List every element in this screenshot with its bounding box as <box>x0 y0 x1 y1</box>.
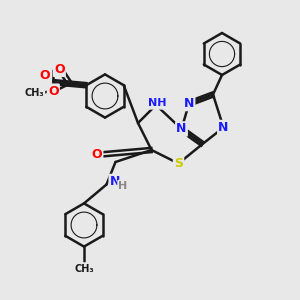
Text: N: N <box>110 175 120 188</box>
Text: H: H <box>118 181 127 191</box>
Text: N: N <box>218 121 229 134</box>
Text: O: O <box>92 148 102 161</box>
Text: O: O <box>54 63 64 76</box>
Text: CH₃: CH₃ <box>25 88 44 98</box>
Text: O: O <box>48 85 58 98</box>
Text: CH₃: CH₃ <box>74 263 94 274</box>
Text: N: N <box>184 97 194 110</box>
Text: NH: NH <box>148 98 167 109</box>
Text: N: N <box>176 122 187 136</box>
Text: O: O <box>39 69 50 82</box>
Text: S: S <box>174 157 183 170</box>
